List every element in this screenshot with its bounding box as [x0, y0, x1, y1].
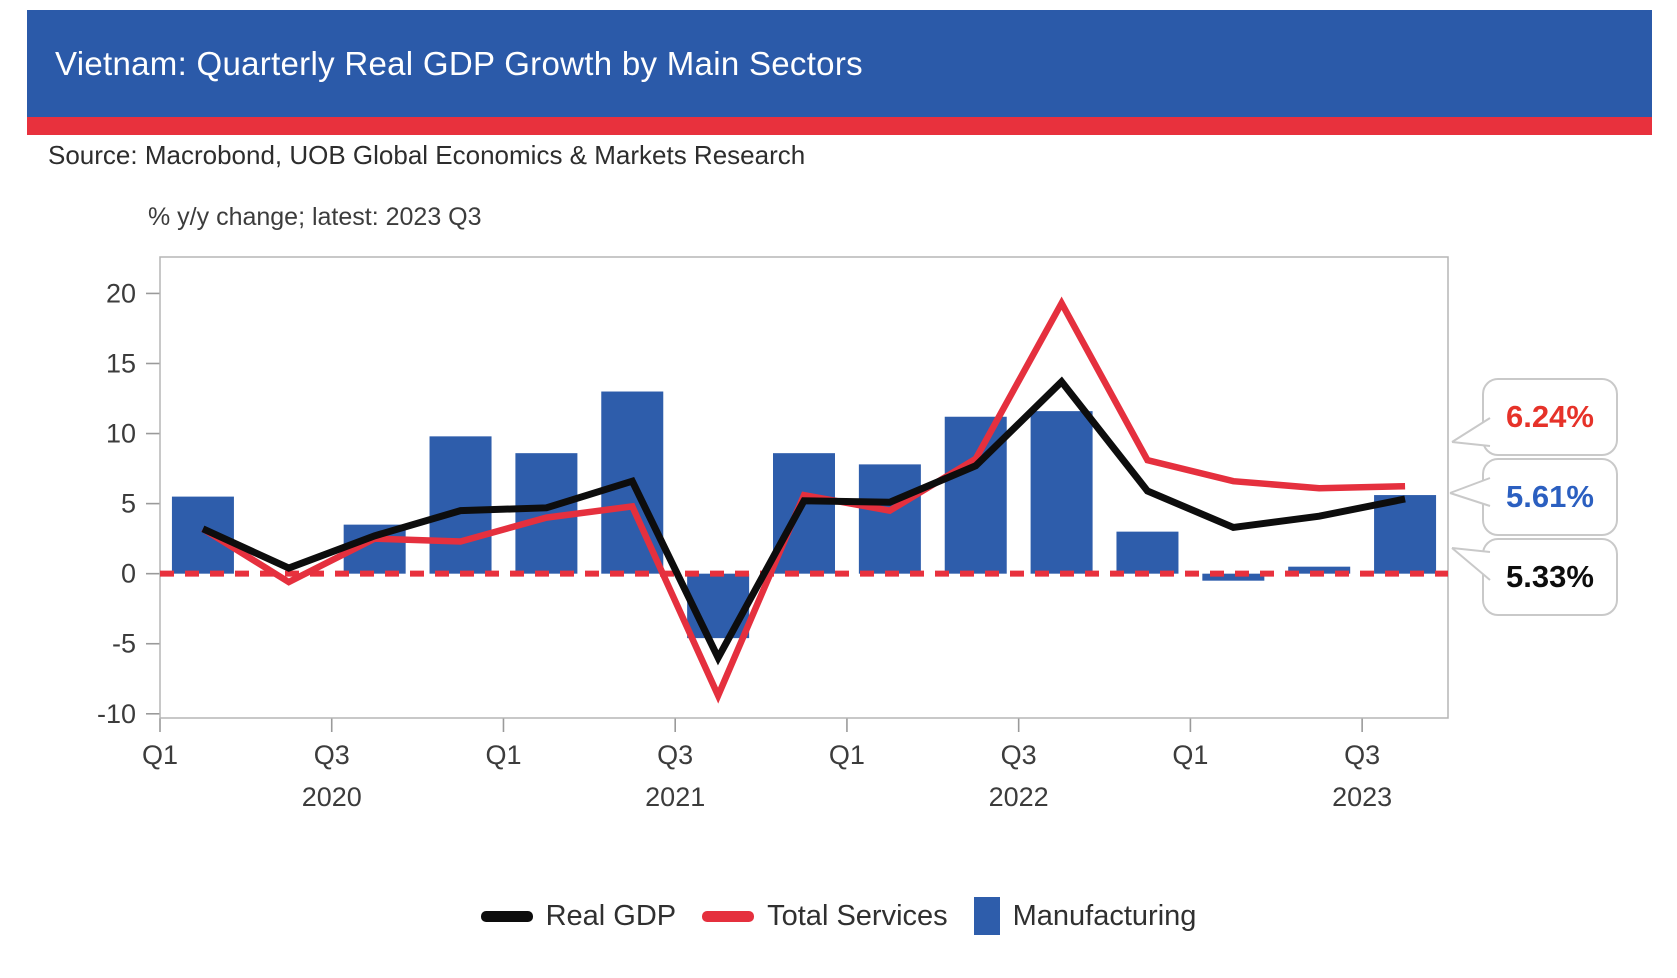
real-gdp-line-swatch: [480, 910, 533, 922]
legend-label-manufacturing: Manufacturing: [1012, 899, 1197, 932]
svg-text:Q1: Q1: [829, 740, 865, 770]
total-services-line-swatch: [702, 910, 755, 922]
header-accent-stripe: [27, 117, 1652, 135]
svg-text:Q3: Q3: [1344, 740, 1380, 770]
legend-item-manufacturing: Manufacturing: [973, 897, 1197, 935]
callout-tails: [1449, 417, 1491, 581]
chart-subtitle: % y/y change; latest: 2023 Q3: [148, 203, 482, 231]
callout-real-gdp-value: 5.33%: [1506, 559, 1594, 594]
svg-text:Q3: Q3: [1001, 740, 1037, 770]
svg-text:Q1: Q1: [485, 740, 521, 770]
svg-text:-10: -10: [97, 699, 136, 729]
callout-manufacturing-value: 5.61%: [1506, 479, 1594, 514]
legend-item-total-services: Total Services: [702, 900, 948, 933]
svg-text:2021: 2021: [645, 782, 705, 812]
report-title: Vietnam: Quarterly Real GDP Growth by Ma…: [55, 44, 863, 82]
legend-label-real-gdp: Real GDP: [545, 899, 677, 932]
legend-item-real-gdp: Real GDP: [480, 899, 677, 933]
report-header: Vietnam: Quarterly Real GDP Growth by Ma…: [27, 10, 1652, 117]
svg-text:Q1: Q1: [142, 740, 178, 770]
callout-real-gdp: 5.33%: [1482, 538, 1618, 616]
svg-text:Q3: Q3: [657, 740, 693, 770]
manufacturing-bar-swatch: [973, 897, 1000, 935]
svg-text:Q3: Q3: [314, 740, 350, 770]
legend-label-total-services: Total Services: [767, 899, 948, 932]
svg-text:2020: 2020: [302, 782, 362, 812]
svg-text:-5: -5: [112, 629, 136, 659]
chart-legend: Real GDP Total Services Manufacturing: [0, 888, 1677, 944]
svg-text:2023: 2023: [1332, 782, 1392, 812]
svg-text:15: 15: [106, 348, 136, 378]
svg-text:5: 5: [121, 489, 136, 519]
svg-text:2022: 2022: [989, 782, 1049, 812]
svg-text:Q1: Q1: [1172, 740, 1208, 770]
source-note: Source: Macrobond, UOB Global Economics …: [48, 140, 806, 170]
callout-total-services-value: 6.24%: [1506, 399, 1594, 434]
svg-text:10: 10: [106, 419, 136, 449]
svg-text:0: 0: [121, 559, 136, 589]
callout-manufacturing: 5.61%: [1482, 458, 1618, 536]
svg-text:20: 20: [106, 278, 136, 308]
callout-total-services: 6.24%: [1482, 378, 1618, 456]
